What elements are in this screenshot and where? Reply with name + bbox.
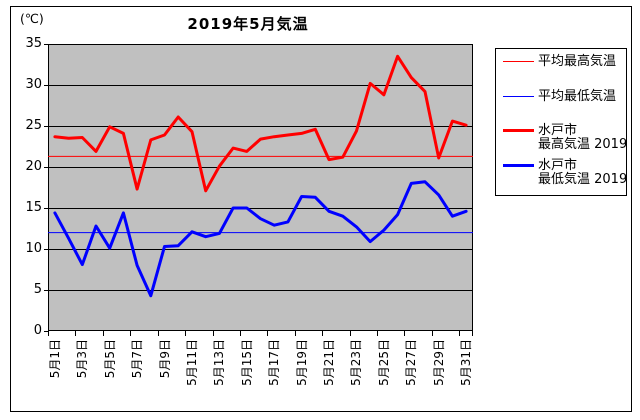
legend-label: 平均最低気温 (538, 89, 617, 104)
legend-line-sample (503, 129, 534, 132)
max-temp-2019-line (53, 54, 468, 193)
y-axis-label: 10 (25, 241, 42, 256)
x-axis-label: 5月15日 (239, 339, 254, 386)
x-axis-label: 5月19日 (294, 339, 309, 386)
legend-line-sample (503, 164, 534, 167)
x-axis-label: 5月7日 (130, 339, 145, 379)
chart-outer-border (10, 6, 632, 412)
y-axis-label: 20 (25, 159, 42, 174)
x-axis-label: 5月31日 (459, 339, 474, 386)
y-axis-unit-label: (℃) (20, 11, 44, 26)
plot-background (48, 44, 473, 331)
x-axis-label: 5月23日 (349, 339, 364, 386)
min-temp-2019-line (53, 180, 468, 298)
x-axis-label: 5月1日 (47, 339, 62, 379)
legend-label: 水戸市 最高気温 2019 (538, 123, 628, 152)
chart-title: 2019年5月気温 (187, 15, 309, 33)
y-axis-label: 5 (33, 282, 42, 297)
x-axis-label: 5月27日 (404, 339, 419, 386)
legend-line-sample (503, 61, 534, 62)
legend-line-sample (503, 96, 534, 97)
legend: 平均最高気温 平均最低気温水戸市 最高気温 2019 水戸市 最低気温 2019 (495, 48, 627, 196)
plot-border (48, 44, 473, 331)
x-axis-label: 5月21日 (322, 339, 337, 386)
y-axis-label: 25 (25, 118, 42, 133)
legend-label: 平均最高気温 (538, 54, 617, 69)
x-axis-label: 5月17日 (267, 339, 282, 386)
x-axis-label: 5月3日 (75, 339, 90, 379)
x-axis-label: 5月25日 (376, 339, 391, 386)
y-axis-label: 0 (33, 323, 42, 338)
x-axis-label: 5月13日 (212, 339, 227, 386)
x-axis-label: 5月9日 (157, 339, 172, 379)
y-axis-label: 35 (25, 36, 42, 51)
legend-label: 水戸市 最低気温 2019 (538, 158, 628, 187)
y-axis-label: 15 (25, 200, 42, 215)
y-axis-label: 30 (25, 77, 42, 92)
x-axis-label: 5月11日 (184, 339, 199, 386)
x-axis-label: 5月29日 (431, 339, 446, 386)
x-axis-label: 5月5日 (102, 339, 117, 379)
